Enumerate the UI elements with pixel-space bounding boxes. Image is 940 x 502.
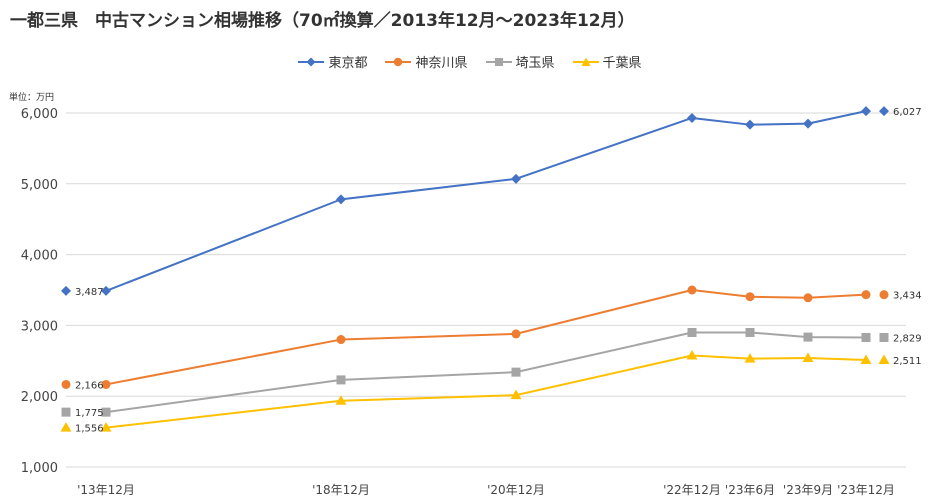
data-point bbox=[687, 285, 697, 295]
chart-legend: 東京都 神奈川県 埼玉県 千葉県 bbox=[0, 52, 940, 71]
y-tick-label: 1,000 bbox=[21, 461, 58, 476]
data-point bbox=[686, 349, 698, 360]
data-label-start: 1,556 bbox=[75, 424, 104, 435]
x-tick-label: '23年9月 bbox=[783, 483, 833, 497]
end-label-marker bbox=[879, 290, 889, 300]
start-label-marker bbox=[61, 285, 71, 296]
data-point bbox=[861, 333, 871, 343]
data-point bbox=[511, 173, 521, 184]
data-point bbox=[336, 194, 346, 205]
data-point bbox=[336, 375, 346, 385]
y-tick-label: 2,000 bbox=[21, 390, 58, 405]
data-point bbox=[745, 119, 755, 130]
x-tick-label: '13年12月 bbox=[77, 483, 135, 497]
data-point bbox=[860, 354, 872, 365]
data-point bbox=[687, 112, 697, 123]
data-label-end: 6,027 bbox=[893, 107, 922, 118]
data-label-end: 2,511 bbox=[893, 356, 922, 367]
series-line-3 bbox=[105, 354, 867, 429]
legend-swatch-chiba bbox=[572, 57, 599, 66]
data-label-end: 2,829 bbox=[893, 334, 922, 345]
data-point bbox=[100, 422, 112, 432]
data-point bbox=[861, 106, 871, 117]
x-tick-label: '22年12月 bbox=[663, 483, 721, 497]
series-line-2 bbox=[105, 331, 867, 414]
data-point bbox=[803, 332, 813, 342]
legend-swatch-tokyo bbox=[298, 57, 325, 66]
chart-title: 一都三県 中古マンション相場推移（70㎡換算／2013年12月～2023年12月… bbox=[10, 11, 635, 31]
series-line-0 bbox=[105, 110, 867, 292]
data-point bbox=[101, 407, 111, 417]
x-tick-label: '23年6月 bbox=[725, 483, 775, 497]
legend-swatch-saitama bbox=[485, 57, 512, 66]
data-point bbox=[511, 329, 521, 339]
end-label-marker bbox=[879, 106, 889, 117]
data-point bbox=[803, 118, 813, 129]
data-point bbox=[745, 327, 755, 337]
x-tick-label: '20年12月 bbox=[487, 483, 545, 497]
data-point bbox=[861, 290, 871, 300]
data-point bbox=[510, 389, 522, 400]
legend-label-saitama: 埼玉県 bbox=[515, 56, 555, 71]
series-line-1 bbox=[105, 289, 867, 386]
data-point bbox=[687, 327, 697, 337]
x-tick-label: '23年12月 bbox=[837, 483, 895, 497]
start-label-marker bbox=[61, 379, 71, 389]
data-label-start: 3,487 bbox=[75, 287, 104, 298]
data-point bbox=[511, 367, 521, 377]
end-label-marker bbox=[878, 354, 890, 365]
legend-item-kanagawa: 神奈川県 bbox=[385, 52, 468, 71]
data-point bbox=[803, 293, 813, 303]
data-point bbox=[744, 353, 756, 363]
legend-item-chiba: 千葉県 bbox=[572, 52, 642, 71]
legend-label-kanagawa: 神奈川県 bbox=[415, 56, 468, 71]
data-label-start: 2,166 bbox=[75, 380, 104, 391]
y-tick-label: 3,000 bbox=[21, 319, 58, 334]
legend-item-tokyo: 東京都 bbox=[298, 52, 367, 71]
data-point bbox=[335, 395, 347, 405]
y-tick-label: 4,000 bbox=[21, 249, 58, 264]
legend-label-tokyo: 東京都 bbox=[328, 56, 368, 71]
data-point bbox=[101, 379, 111, 389]
legend-item-saitama: 埼玉県 bbox=[485, 52, 555, 71]
y-tick-label: 5,000 bbox=[21, 178, 58, 193]
data-point bbox=[101, 285, 111, 296]
y-axis-unit-label: 単位：万円 bbox=[9, 93, 55, 103]
data-point bbox=[336, 335, 346, 345]
data-label-start: 1,775 bbox=[75, 408, 104, 419]
start-label-marker bbox=[61, 407, 71, 417]
legend-swatch-kanagawa bbox=[385, 57, 412, 66]
x-tick-label: '18年12月 bbox=[312, 483, 370, 497]
start-label-marker bbox=[60, 422, 72, 432]
data-point bbox=[745, 292, 755, 302]
y-tick-label: 6,000 bbox=[21, 107, 58, 122]
data-point bbox=[802, 352, 814, 362]
legend-label-chiba: 千葉県 bbox=[602, 56, 642, 71]
end-label-marker bbox=[879, 333, 889, 343]
data-label-end: 3,434 bbox=[893, 291, 922, 302]
